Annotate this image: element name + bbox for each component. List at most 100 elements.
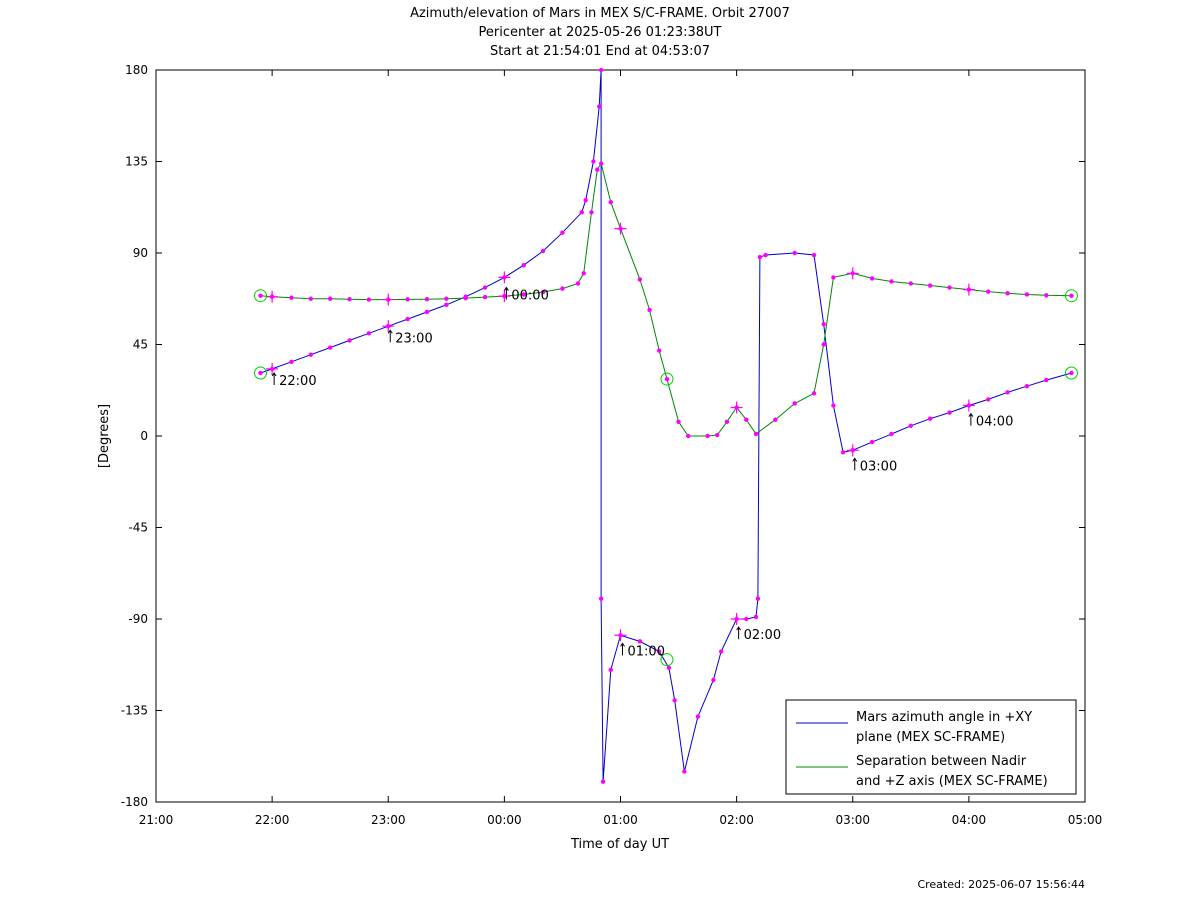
hour-cross: [382, 320, 395, 333]
y-axis-label: [Degrees]: [97, 404, 112, 468]
series-point: [347, 296, 352, 302]
annotation-label: 22:00: [279, 374, 316, 389]
series-dot-markers: [258, 67, 1074, 784]
y-tick-label: -180: [121, 795, 148, 809]
y-tick-label: 180: [125, 63, 148, 77]
annotation-arrow: [736, 626, 742, 640]
series-point: [597, 104, 602, 109]
hour-cross: [730, 401, 743, 414]
series-point: [579, 210, 584, 215]
series-point: [595, 167, 600, 172]
y-tick-label: -135: [121, 704, 148, 718]
x-tick-label: 01:00: [603, 813, 638, 827]
series-point: [308, 296, 314, 301]
x-tick-label: 23:00: [371, 813, 406, 827]
series-point: [608, 667, 614, 673]
circle-marker: [254, 366, 268, 380]
x-tick-label: 04:00: [952, 813, 987, 827]
series-point: [811, 391, 817, 396]
hour-cross: [266, 290, 279, 303]
series-point: [424, 296, 430, 302]
hour-cross: [382, 293, 395, 306]
series-point: [608, 199, 614, 205]
series-point: [1024, 383, 1030, 389]
hour-cross: [498, 271, 511, 284]
series-point: [1005, 390, 1010, 395]
series-point: [927, 283, 933, 288]
series-line-1: [260, 162, 1072, 437]
legend: Mars azimuth angle in +XY plane (MEX SC-…: [785, 699, 1077, 795]
series-point: [521, 263, 526, 268]
hour-cross: [846, 267, 859, 280]
hour-cross: [498, 290, 511, 303]
annotation-arrow: [271, 372, 277, 385]
series-point: [947, 285, 952, 290]
series-point: [598, 596, 604, 601]
y-tick-label: -45: [128, 521, 148, 535]
series-point: [598, 67, 604, 73]
series-point: [463, 295, 468, 301]
annotation-label: 23:00: [395, 331, 432, 346]
series-point: [744, 417, 749, 422]
annotation-arrow: [620, 642, 625, 656]
series-point: [575, 281, 581, 286]
series-point: [986, 397, 991, 402]
series-point: [664, 376, 670, 382]
series-point: [444, 296, 449, 301]
series-point: [869, 439, 875, 445]
y-tick-label: 0: [140, 429, 148, 443]
series-point: [666, 665, 672, 670]
start-end-circle-markers: [254, 289, 1078, 667]
annotation-arrow: [852, 457, 858, 471]
series-point: [676, 419, 681, 424]
hour-cross: [614, 629, 627, 642]
circle-marker: [1064, 289, 1078, 303]
y-axis-ticks: 180 135 90 45 0 -45 -90 -135 -180: [121, 63, 1085, 809]
series-point: [757, 254, 763, 260]
series-point: [521, 292, 526, 297]
series-point: [705, 433, 710, 439]
series-point: [405, 297, 410, 302]
series-point: [753, 614, 759, 620]
chart-subtitle-pericenter: Pericenter at 2025-05-26 01:23:38UT: [478, 25, 721, 40]
hour-cross: [730, 613, 743, 625]
x-tick-label: 00:00: [487, 813, 522, 827]
series-point: [405, 316, 410, 322]
series-point: [444, 302, 449, 308]
series-point: [1005, 291, 1010, 296]
x-tick-label: 02:00: [719, 813, 754, 827]
created-timestamp: Created: 2025-06-07 15:56:44: [917, 878, 1085, 891]
series-lines: [260, 69, 1072, 782]
series-point: [657, 649, 662, 654]
annotation-label: 01:00: [628, 644, 665, 659]
series-point: [715, 432, 720, 438]
x-tick-label: 03:00: [835, 813, 870, 827]
circle-marker: [660, 372, 674, 386]
series-point: [581, 271, 586, 276]
x-axis-ticks: 21:00 22:00 23:00 00:00 01:00 02:00 03:00 04:00…: [139, 70, 1102, 827]
series-point: [869, 276, 875, 281]
series-point: [889, 279, 894, 284]
series-point: [811, 252, 817, 258]
series-point: [682, 769, 687, 774]
series-point: [672, 698, 677, 703]
x-tick-label: 22:00: [255, 813, 290, 827]
annotation-label: 02:00: [744, 628, 781, 643]
hour-cross: [266, 362, 279, 375]
chart-title: Azimuth/elevation of Mars in MEX S/C-FRA…: [410, 6, 790, 21]
series-point: [821, 321, 826, 327]
series-point: [724, 419, 730, 424]
series-line-0: [260, 69, 1072, 782]
series-point: [600, 779, 606, 784]
series-point: [695, 714, 701, 719]
series-point: [424, 309, 430, 315]
series-point: [821, 342, 826, 347]
circle-marker: [254, 289, 268, 303]
legend-label-separation: Separation between Nadir and +Z axis (ME…: [856, 754, 1048, 789]
series-point: [908, 281, 914, 286]
annotation-arrow: [387, 329, 393, 343]
series-point: [927, 416, 933, 421]
hour-cross: [962, 283, 975, 296]
series-point: [792, 250, 797, 256]
series-point: [540, 289, 546, 295]
